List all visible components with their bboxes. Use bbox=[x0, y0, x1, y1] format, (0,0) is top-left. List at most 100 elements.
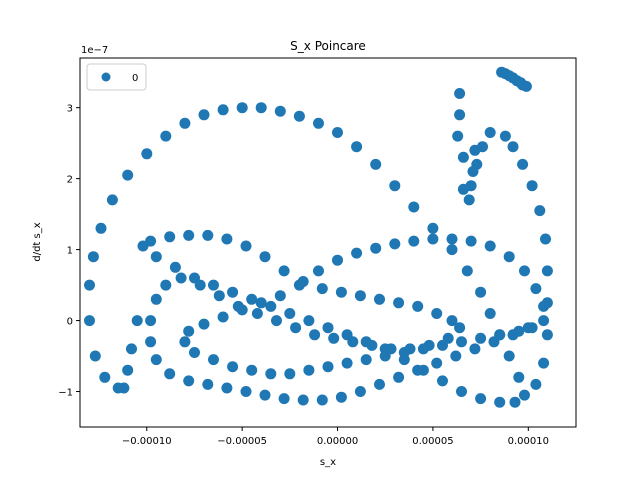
scatter-point bbox=[457, 151, 469, 163]
y-offset-label: 1e−7 bbox=[81, 45, 108, 56]
plot-frame bbox=[79, 57, 577, 428]
y-tick-label: −1 bbox=[58, 388, 73, 399]
scatter-point bbox=[227, 286, 239, 298]
scatter-point bbox=[454, 322, 466, 334]
scatter-point bbox=[370, 242, 382, 254]
scatter-point bbox=[332, 254, 343, 266]
scatter-point bbox=[309, 329, 321, 341]
scatter-point bbox=[484, 240, 496, 252]
scatter-point bbox=[202, 229, 214, 241]
scatter-point bbox=[398, 347, 410, 358]
scatter-point bbox=[354, 386, 366, 397]
scatter-point bbox=[194, 279, 206, 291]
scatter-point bbox=[494, 396, 506, 408]
scatter-point bbox=[469, 144, 481, 156]
scatter-point bbox=[427, 233, 439, 245]
y-tick-label: 3 bbox=[67, 104, 73, 115]
scatter-point bbox=[240, 386, 252, 397]
scatter-point bbox=[169, 261, 181, 273]
scatter-point bbox=[278, 393, 290, 405]
scatter-point bbox=[150, 354, 162, 366]
scatter-point bbox=[118, 382, 130, 394]
scatter-point bbox=[335, 286, 347, 298]
scatter-point bbox=[475, 332, 487, 344]
scatter-point bbox=[255, 102, 267, 114]
y-axis-label: d/dt s_x bbox=[32, 222, 43, 261]
scatter-point bbox=[202, 378, 214, 390]
scatter-point bbox=[530, 283, 542, 295]
scatter-point bbox=[360, 354, 372, 366]
scatter-point bbox=[290, 322, 302, 334]
scatter-point bbox=[89, 350, 101, 362]
scatter-point bbox=[526, 180, 538, 192]
scatter-point bbox=[393, 371, 405, 383]
scatter-point bbox=[389, 180, 401, 192]
scatter-point bbox=[213, 290, 225, 302]
scatter-point bbox=[265, 300, 277, 312]
scatter-point bbox=[145, 235, 157, 247]
scatter-point bbox=[354, 290, 366, 302]
scatter-point bbox=[475, 393, 487, 405]
scatter-point bbox=[465, 235, 477, 247]
scatter-point bbox=[454, 88, 466, 99]
scatter-point bbox=[499, 130, 511, 142]
scatter-point bbox=[274, 290, 286, 302]
scatter-point bbox=[179, 117, 191, 129]
scatter-point bbox=[255, 297, 267, 309]
scatter-point bbox=[509, 396, 521, 408]
scatter-point bbox=[341, 357, 353, 369]
scatter-point bbox=[520, 80, 532, 92]
scatter-point bbox=[183, 325, 195, 337]
scatter-point bbox=[431, 308, 443, 319]
scatter-point bbox=[251, 308, 263, 319]
scatter-point bbox=[208, 354, 219, 366]
y-tick-label: 2 bbox=[67, 175, 73, 186]
scatter-point bbox=[284, 368, 296, 380]
scatter-point bbox=[303, 364, 315, 376]
scatter-point bbox=[475, 286, 487, 298]
scatter-point bbox=[274, 105, 286, 117]
scatter-point bbox=[227, 361, 239, 373]
scatter-points bbox=[84, 66, 553, 408]
scatter-point bbox=[437, 375, 448, 387]
scatter-point bbox=[522, 322, 534, 334]
scatter-point bbox=[183, 229, 195, 241]
scatter-point bbox=[150, 251, 162, 263]
scatter-point bbox=[450, 350, 462, 362]
scatter-point bbox=[379, 350, 391, 362]
scatter-point bbox=[145, 315, 157, 327]
legend: 0 bbox=[86, 63, 147, 91]
scatter-point bbox=[246, 364, 258, 376]
scatter-point bbox=[456, 336, 467, 348]
scatter-point bbox=[461, 265, 473, 277]
scatter-point bbox=[374, 293, 385, 305]
scatter-point bbox=[534, 205, 546, 217]
scatter-point bbox=[456, 386, 467, 397]
scatter-point bbox=[313, 117, 324, 129]
scatter-point bbox=[278, 265, 290, 277]
scatter-point bbox=[240, 240, 252, 252]
scatter-point bbox=[347, 336, 359, 348]
scatter-point bbox=[221, 233, 233, 245]
x-axis-label: s_x bbox=[320, 457, 336, 468]
scatter-point bbox=[175, 272, 187, 284]
scatter-point bbox=[217, 311, 229, 323]
scatter-point bbox=[454, 109, 466, 121]
x-tick-label: 0.00000 bbox=[317, 436, 358, 447]
scatter-point bbox=[221, 382, 233, 394]
scatter-point bbox=[538, 357, 550, 369]
scatter-point bbox=[408, 201, 420, 213]
scatter-point bbox=[519, 389, 530, 401]
scatter-point bbox=[541, 297, 553, 309]
y-tick-label: 0 bbox=[67, 317, 73, 328]
scatter-point bbox=[271, 315, 282, 327]
scatter-point bbox=[437, 339, 448, 351]
scatter-point bbox=[145, 336, 157, 348]
x-tick-label: 0.00010 bbox=[508, 436, 549, 447]
scatter-point bbox=[408, 235, 420, 247]
scatter-point bbox=[99, 371, 111, 383]
scatter-point bbox=[513, 325, 525, 337]
scatter-point bbox=[284, 308, 296, 319]
scatter-point bbox=[84, 279, 95, 291]
x-tick-label: −0.00010 bbox=[122, 436, 172, 447]
